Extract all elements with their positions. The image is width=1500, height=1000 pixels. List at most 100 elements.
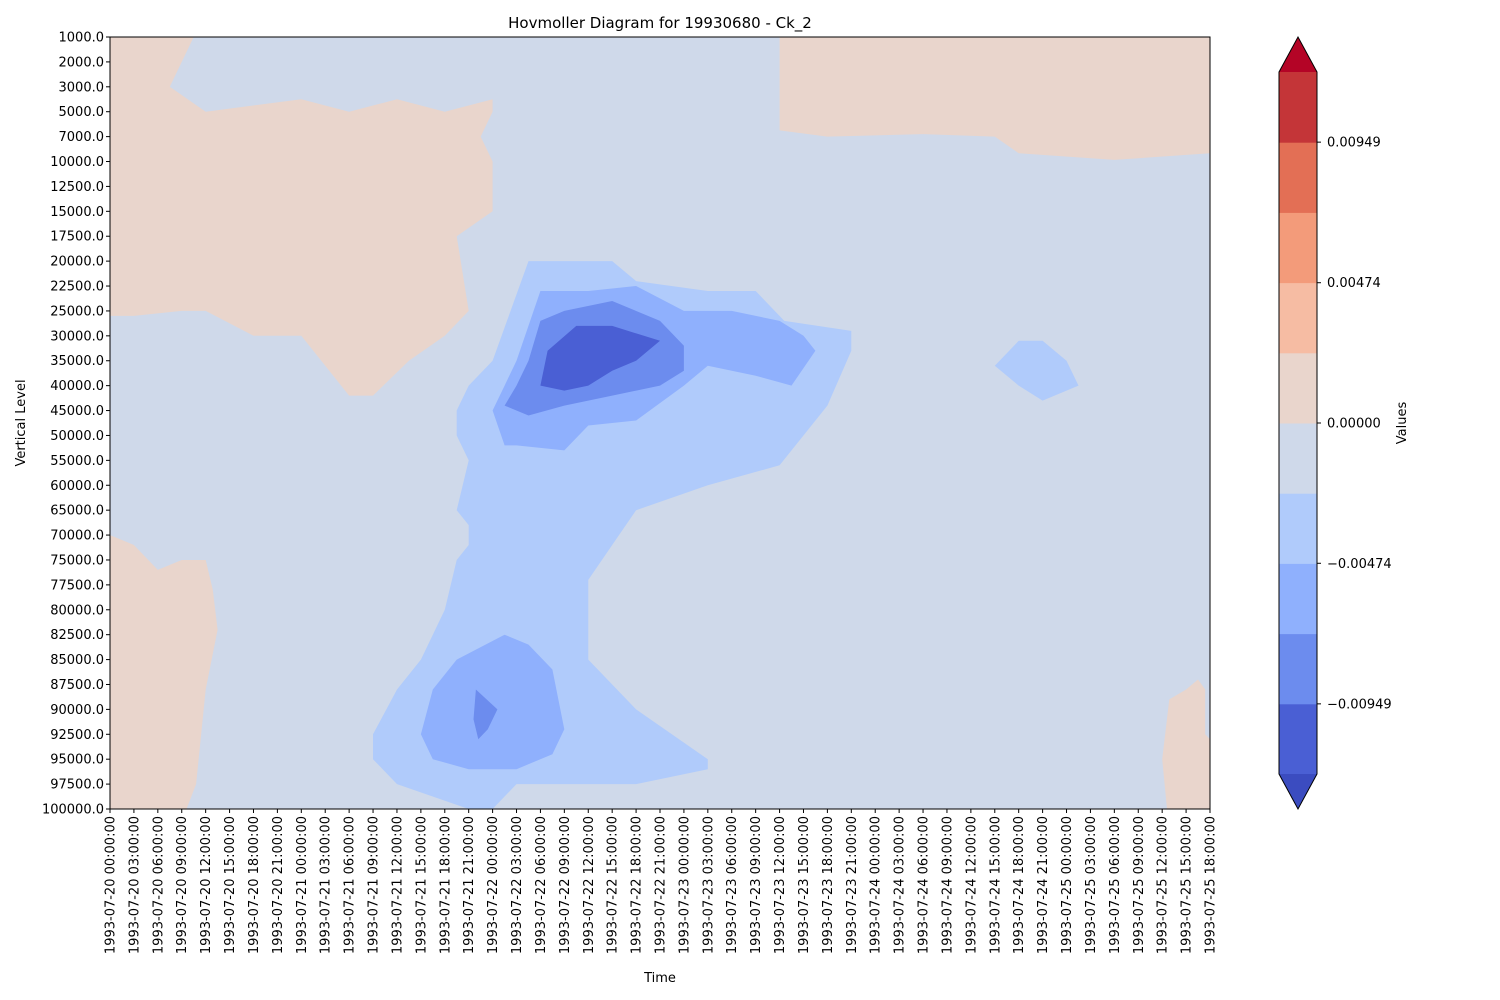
y-tick-label: 75000.0 (50, 553, 104, 568)
x-tick-label: 1993-07-20 09:00:00 (175, 816, 190, 954)
colorbar-extend-low (1279, 774, 1317, 809)
contour-region-positive-upper-right (779, 37, 1210, 160)
x-tick-label: 1993-07-23 09:00:00 (749, 816, 764, 954)
x-tick-label: 1993-07-20 21:00:00 (271, 816, 286, 954)
y-tick-label: 100000.0 (42, 803, 104, 818)
contour-region-positive-upper-left (110, 37, 493, 396)
y-tick-label: 3000.0 (59, 80, 105, 95)
y-tick-label: 97500.0 (50, 778, 104, 793)
y-tick-label: 25000.0 (50, 304, 104, 319)
x-tick-label: 1993-07-23 15:00:00 (797, 816, 812, 954)
x-tick-label: 1993-07-20 15:00:00 (223, 816, 238, 954)
colorbar-band (1279, 72, 1317, 143)
x-tick-label: 1993-07-23 03:00:00 (701, 816, 716, 954)
x-axis-label: Time (643, 971, 676, 986)
y-tick-label: 40000.0 (50, 379, 104, 394)
x-tick-label: 1993-07-20 18:00:00 (247, 816, 262, 954)
y-tick-label: 17500.0 (50, 230, 104, 245)
x-tick-label: 1993-07-25 03:00:00 (1084, 816, 1099, 954)
contour-region-negative-mid-lower (420, 634, 565, 770)
x-tick-label: 1993-07-24 00:00:00 (869, 816, 884, 954)
colorbar-band (1279, 563, 1317, 635)
colorbar-outline (1278, 35, 1318, 811)
x-tick-label: 1993-07-21 21:00:00 (462, 816, 477, 954)
x-tick-label: 1993-07-25 06:00:00 (1108, 816, 1123, 954)
x-tick-label: 1993-07-21 03:00:00 (319, 816, 334, 954)
x-tick-label: 1993-07-22 03:00:00 (510, 816, 525, 954)
x-tick-label: 1993-07-25 00:00:00 (1060, 816, 1075, 954)
x-tick-label: 1993-07-23 21:00:00 (845, 816, 860, 954)
y-tick-label: 1000.0 (59, 31, 105, 46)
x-tick-label: 1993-07-20 03:00:00 (127, 816, 142, 954)
y-tick-label: 85000.0 (50, 653, 104, 668)
contour-region-negative-lower-core (473, 689, 498, 740)
colorbar-band (1279, 142, 1317, 213)
y-tick-label: 10000.0 (50, 155, 104, 170)
x-tick-label: 1993-07-20 06:00:00 (151, 816, 166, 954)
x-tick-label: 1993-07-24 03:00:00 (893, 816, 908, 954)
x-tick-label: 1993-07-24 18:00:00 (1012, 816, 1027, 954)
y-tick-label: 87500.0 (50, 678, 104, 693)
contour-region-negative-isolated (994, 340, 1079, 401)
x-tick-label: 1993-07-24 09:00:00 (940, 816, 955, 954)
x-tick-label: 1993-07-22 12:00:00 (582, 816, 597, 954)
y-tick-label: 35000.0 (50, 354, 104, 369)
colorbar-band (1279, 423, 1317, 494)
contour-region-positive-lower-right (1162, 679, 1210, 809)
x-tick-label: 1993-07-22 21:00:00 (654, 816, 669, 954)
contour-region-positive-lower-left (110, 535, 218, 809)
x-tick-label: 1993-07-23 18:00:00 (821, 816, 836, 954)
y-tick-label: 65000.0 (50, 504, 104, 519)
x-tick-label: 1993-07-21 12:00:00 (390, 816, 405, 954)
y-tick-label: 20000.0 (50, 255, 104, 270)
y-tick-label: 30000.0 (50, 329, 104, 344)
y-tick-label: 22500.0 (50, 280, 104, 295)
colorbar-band (1279, 493, 1317, 564)
colorbar-band (1279, 703, 1317, 775)
y-tick-label: 7000.0 (59, 130, 105, 145)
x-tick-label: 1993-07-22 00:00:00 (486, 816, 501, 954)
y-tick-label: 50000.0 (50, 429, 104, 444)
y-tick-label: 90000.0 (50, 703, 104, 718)
colorbar: 0.00949 0.00474 0.00000 −0.00474 −0.00949 (1278, 35, 1392, 811)
x-tick-label: 1993-07-25 09:00:00 (1132, 816, 1147, 954)
y-tick-label: 92500.0 (50, 728, 104, 743)
x-tick-label: 1993-07-22 09:00:00 (558, 816, 573, 954)
colorbar-label: Values (1395, 402, 1410, 445)
y-axis-label: Vertical Level (14, 379, 29, 466)
x-tick-label: 1993-07-22 18:00:00 (630, 816, 645, 954)
y-tick-label: 45000.0 (50, 404, 104, 419)
colorbar-tick-label: 0.00000 (1327, 417, 1381, 432)
plot-area (110, 37, 1210, 810)
y-tick-label: 5000.0 (59, 105, 105, 120)
chart-title: Hovmoller Diagram for 19930680 - Ck_2 (508, 14, 812, 33)
colorbar-band (1279, 352, 1317, 424)
colorbar-tick-label: 0.00949 (1327, 136, 1381, 151)
colorbar-band (1279, 633, 1317, 705)
x-tick-label: 1993-07-21 00:00:00 (295, 816, 310, 954)
x-tick-label: 1993-07-24 21:00:00 (1036, 816, 1051, 954)
x-tick-label: 1993-07-24 06:00:00 (917, 816, 932, 954)
y-axis: 1000.0 2000.0 3000.0 5000.0 7000.0 10000.0 125… (42, 31, 110, 818)
colorbar-band (1279, 282, 1317, 354)
colorbar-tick-label: 0.00474 (1327, 276, 1381, 291)
x-tick-label: 1993-07-24 12:00:00 (964, 816, 979, 954)
y-tick-label: 60000.0 (50, 479, 104, 494)
x-tick-label: 1993-07-23 06:00:00 (725, 816, 740, 954)
colorbar-tick-label: −0.00949 (1327, 697, 1392, 712)
x-tick-label: 1993-07-22 15:00:00 (606, 816, 621, 954)
x-tick-label: 1993-07-20 12:00:00 (199, 816, 214, 954)
contour-region-negative-core (540, 325, 660, 391)
x-tick-label: 1993-07-20 00:00:00 (104, 816, 119, 954)
x-tick-label: 1993-07-22 06:00:00 (534, 816, 549, 954)
x-tick-label: 1993-07-25 12:00:00 (1156, 816, 1171, 954)
x-tick-label: 1993-07-23 00:00:00 (677, 816, 692, 954)
colorbar-tick-label: −0.00474 (1327, 557, 1392, 572)
x-tick-label: 1993-07-21 06:00:00 (343, 816, 358, 954)
y-tick-label: 2000.0 (59, 55, 105, 70)
colorbar-extend-high (1279, 37, 1317, 72)
x-tick-label: 1993-07-21 09:00:00 (367, 816, 382, 954)
x-tick-label: 1993-07-25 15:00:00 (1180, 816, 1195, 954)
y-tick-label: 55000.0 (50, 454, 104, 469)
